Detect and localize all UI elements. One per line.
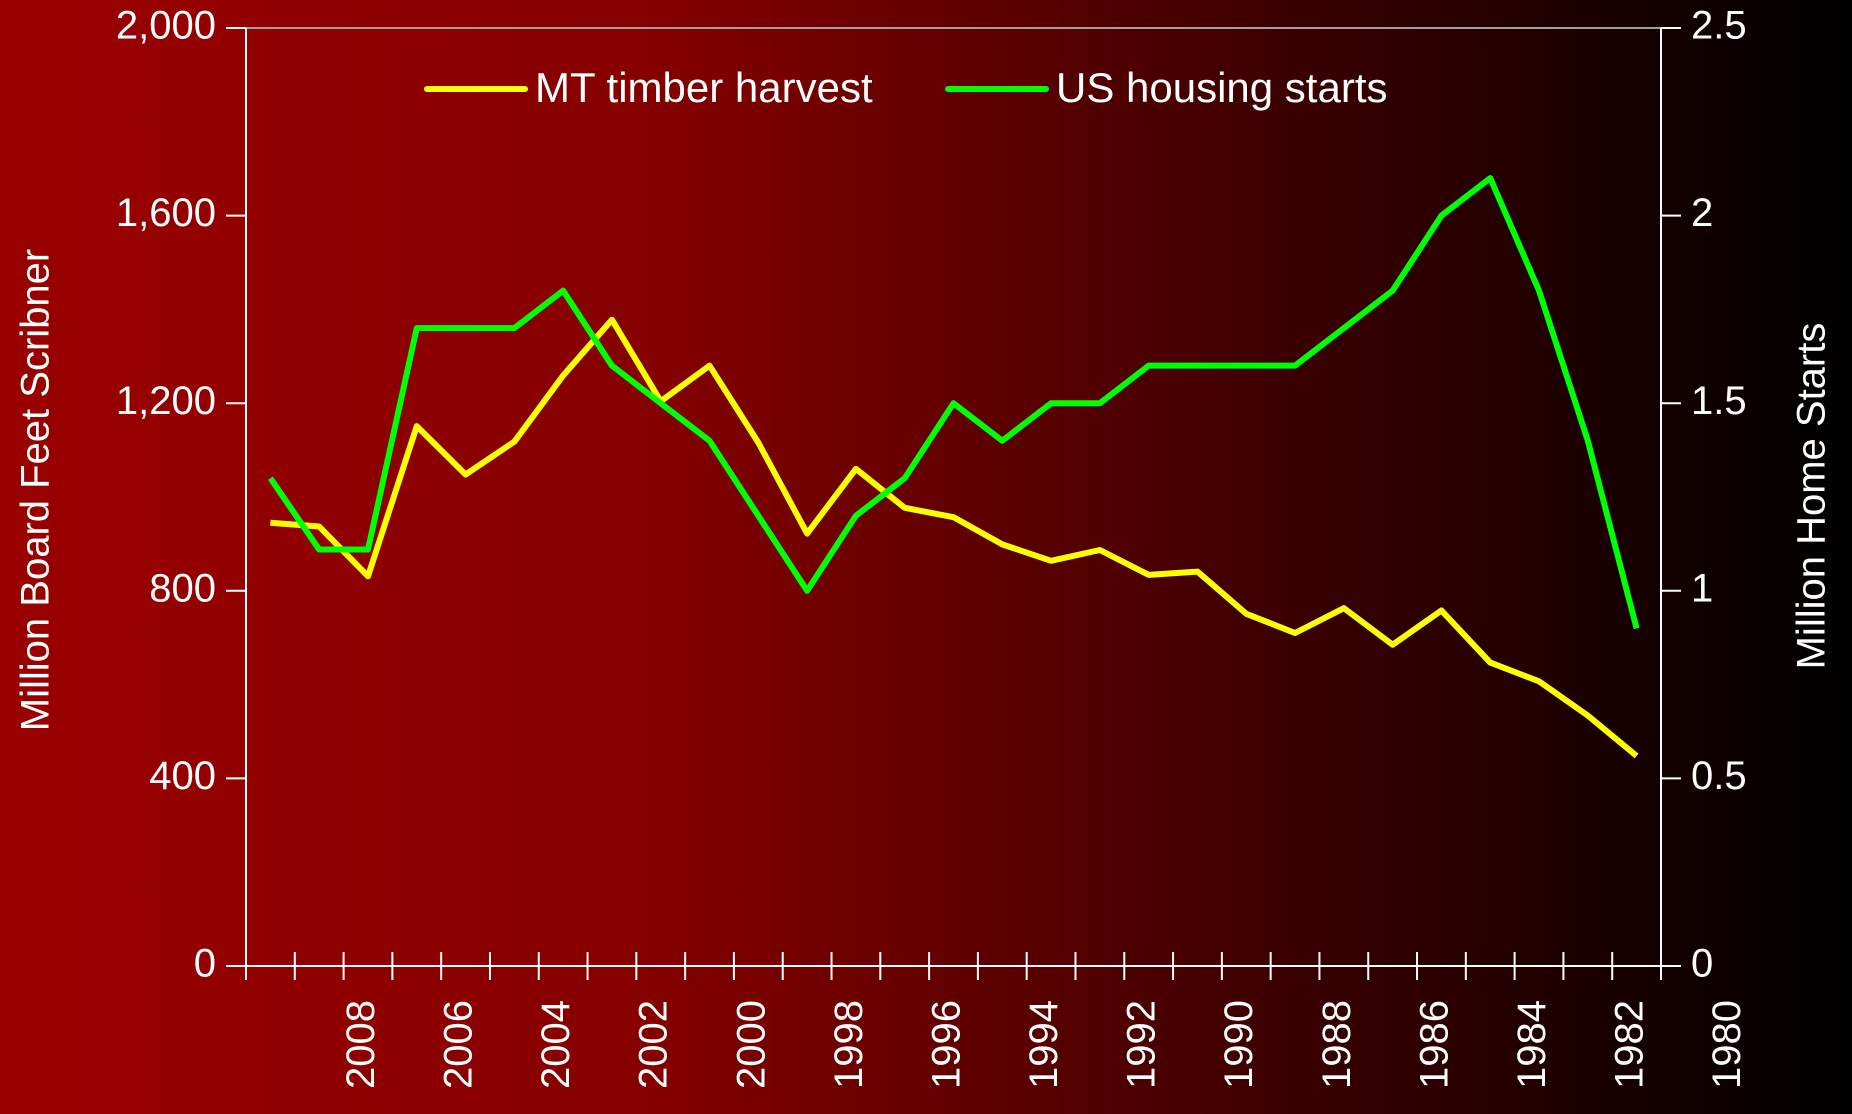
x-tick-label: 2002 — [632, 1000, 676, 1089]
x-tick-label: 2004 — [534, 1000, 578, 1089]
y-tick-label: 400 — [149, 754, 216, 798]
x-tick-label: 1996 — [924, 1000, 968, 1089]
y-tick-label: 0 — [194, 942, 216, 986]
y2-tick-label: 0.5 — [1691, 754, 1747, 798]
x-tick-label: 1990 — [1217, 1000, 1261, 1089]
x-tick-label: 2000 — [729, 1000, 773, 1089]
legend-label: US housing starts — [1056, 64, 1388, 111]
series-line — [270, 316, 1639, 759]
y2-tick-label: 2.5 — [1691, 4, 1747, 48]
y2-tick-label: 1 — [1691, 566, 1713, 610]
y2-tick-label: 1.5 — [1691, 379, 1747, 423]
legend-label: MT timber harvest — [535, 64, 873, 111]
x-tick-label: 1986 — [1412, 1000, 1456, 1089]
x-tick-label: 2008 — [339, 1000, 383, 1089]
y2-tick-label: 2 — [1691, 191, 1713, 235]
x-tick-label: 2006 — [437, 1000, 481, 1089]
y2-axis-label: Million Home Starts — [1790, 323, 1834, 670]
x-tick-label: 1998 — [827, 1000, 871, 1089]
x-tick-label: 1992 — [1120, 1000, 1164, 1089]
series-line — [267, 175, 1640, 630]
y-tick-label: 2,000 — [116, 4, 216, 48]
x-tick-label: 1980 — [1705, 1000, 1749, 1089]
y-axis-label: Million Board Feet Scribner — [14, 249, 58, 731]
x-tick-label: 1984 — [1510, 1000, 1554, 1089]
x-tick-label: 1982 — [1608, 1000, 1652, 1089]
x-tick-label: 1988 — [1315, 1000, 1359, 1089]
y2-tick-label: 0 — [1691, 942, 1713, 986]
y-tick-label: 1,200 — [116, 379, 216, 423]
y-tick-label: 800 — [149, 566, 216, 610]
x-tick-label: 1994 — [1022, 1000, 1066, 1089]
y-tick-label: 1,600 — [116, 191, 216, 235]
